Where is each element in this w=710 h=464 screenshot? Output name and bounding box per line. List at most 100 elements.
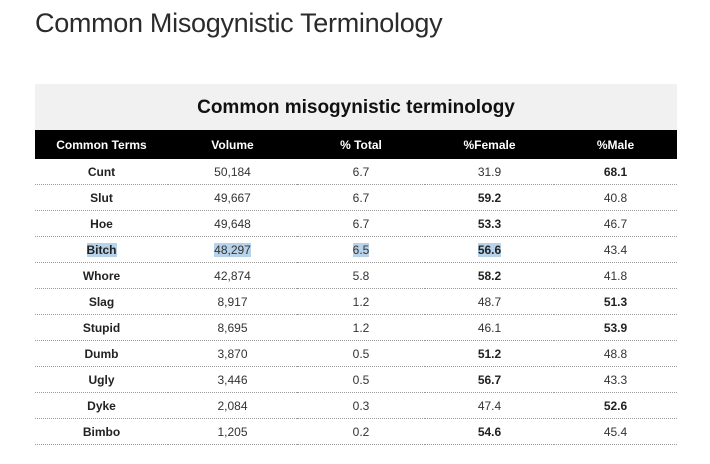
cell-percent-male-text: 48.8 [603, 346, 628, 361]
cell-percent-female: 48.7 [425, 288, 554, 315]
table-row: Ugly 3,446 0.5 56.7 43.3 [35, 366, 677, 393]
cell-volume: 1,205 [168, 418, 297, 445]
cell-term-text: Cunt [87, 164, 116, 179]
table-row: Slag 8,917 1.2 48.7 51.3 [35, 288, 677, 315]
header-percent-female: %Female [425, 130, 554, 159]
page-title: Common Misogynistic Terminology [35, 8, 443, 38]
cell-percent-total: 6.5 [297, 236, 425, 263]
header-percent-total: % Total [297, 130, 425, 159]
cell-percent-total-text: 0.2 [352, 424, 370, 439]
cell-term: Cunt [35, 159, 168, 185]
cell-volume: 48,297 [168, 236, 297, 263]
table-row: Cunt 50,184 6.7 31.9 68.1 [35, 159, 677, 185]
cell-percent-female-text: 56.7 [477, 372, 502, 387]
cell-percent-male-text: 52.6 [603, 398, 628, 413]
cell-percent-female-text: 59.2 [477, 190, 502, 205]
cell-percent-female: 53.3 [425, 210, 554, 237]
header-common-terms: Common Terms [35, 130, 168, 159]
table-body: Cunt 50,184 6.7 31.9 68.1 Slut 49,667 6.7 59.2 40… [35, 159, 677, 445]
cell-percent-female-text: 56.6 [477, 242, 502, 257]
cell-percent-total-text: 5.8 [352, 268, 370, 283]
cell-volume-text: 42,874 [214, 268, 251, 283]
cell-volume: 42,874 [168, 262, 297, 289]
cell-percent-male: 68.1 [554, 159, 677, 185]
cell-percent-male: 43.3 [554, 366, 677, 393]
cell-percent-male: 51.3 [554, 288, 677, 315]
cell-term: Slut [35, 184, 168, 211]
table-row: Stupid 8,695 1.2 46.1 53.9 [35, 314, 677, 341]
cell-percent-total: 1.2 [297, 314, 425, 341]
cell-percent-male: 46.7 [554, 210, 677, 237]
cell-percent-total-text: 0.5 [352, 346, 370, 361]
cell-percent-male: 41.8 [554, 262, 677, 289]
cell-percent-total-text: 1.2 [352, 294, 370, 309]
cell-volume-text: 49,648 [214, 216, 251, 231]
table-row: Dumb 3,870 0.5 51.2 48.8 [35, 340, 677, 367]
table-row: Hoe 49,648 6.7 53.3 46.7 [35, 210, 677, 237]
cell-percent-female: 56.6 [425, 236, 554, 263]
cell-term-text: Slut [90, 190, 113, 205]
cell-term: Dyke [35, 392, 168, 419]
cell-percent-female: 51.2 [425, 340, 554, 367]
cell-volume: 3,870 [168, 340, 297, 367]
cell-volume: 8,695 [168, 314, 297, 341]
cell-volume-text: 50,184 [214, 164, 251, 179]
cell-volume-text: 8,695 [217, 320, 248, 335]
cell-percent-total: 6.7 [297, 184, 425, 211]
cell-term-text: Bitch [86, 242, 117, 257]
cell-percent-total-text: 6.5 [352, 242, 370, 257]
cell-term: Bitch [35, 236, 168, 263]
cell-term-text: Whore [82, 268, 121, 283]
cell-percent-male-text: 40.8 [603, 190, 628, 205]
cell-percent-total: 0.3 [297, 392, 425, 419]
cell-percent-total-text: 0.5 [352, 372, 370, 387]
cell-term-text: Dumb [84, 346, 119, 361]
cell-percent-male-text: 46.7 [603, 216, 628, 231]
cell-percent-male: 52.6 [554, 392, 677, 419]
cell-percent-female: 31.9 [425, 159, 554, 185]
table-row: Bimbo 1,205 0.2 54.6 45.4 [35, 418, 677, 445]
cell-percent-male-text: 51.3 [603, 294, 628, 309]
cell-percent-female: 46.1 [425, 314, 554, 341]
terminology-table: Common Terms Volume % Total %Female %Mal… [35, 130, 677, 445]
cell-term: Stupid [35, 314, 168, 341]
cell-term: Ugly [35, 366, 168, 393]
cell-percent-total-text: 0.3 [352, 398, 370, 413]
cell-volume-text: 48,297 [214, 242, 251, 257]
cell-percent-total: 6.7 [297, 210, 425, 237]
cell-volume: 49,648 [168, 210, 297, 237]
cell-percent-male-text: 45.4 [603, 424, 628, 439]
cell-percent-male: 40.8 [554, 184, 677, 211]
cell-volume-text: 3,870 [217, 346, 248, 361]
cell-term-text: Bimbo [82, 424, 121, 439]
cell-percent-male: 48.8 [554, 340, 677, 367]
cell-term-text: Dyke [87, 398, 116, 413]
cell-volume-text: 2,084 [217, 398, 248, 413]
cell-term-text: Stupid [82, 320, 121, 335]
cell-volume: 50,184 [168, 159, 297, 185]
cell-percent-male-text: 53.9 [603, 320, 628, 335]
cell-percent-female-text: 54.6 [477, 424, 502, 439]
cell-term-text: Slag [88, 294, 115, 309]
cell-volume-text: 8,917 [217, 294, 248, 309]
header-volume: Volume [168, 130, 297, 159]
cell-volume: 49,667 [168, 184, 297, 211]
cell-percent-male-text: 68.1 [603, 164, 628, 179]
cell-percent-total-text: 1.2 [352, 320, 370, 335]
cell-percent-female-text: 53.3 [477, 216, 502, 231]
table-row: Dyke 2,084 0.3 47.4 52.6 [35, 392, 677, 419]
cell-percent-male-text: 41.8 [603, 268, 628, 283]
table-row: Bitch 48,297 6.5 56.6 43.4 [35, 236, 677, 263]
table-row: Slut 49,667 6.7 59.2 40.8 [35, 184, 677, 211]
cell-percent-female-text: 48.7 [477, 294, 502, 309]
cell-term: Hoe [35, 210, 168, 237]
cell-percent-male-text: 43.3 [603, 372, 628, 387]
cell-percent-male: 43.4 [554, 236, 677, 263]
cell-percent-total-text: 6.7 [352, 164, 370, 179]
cell-percent-total-text: 6.7 [352, 216, 370, 231]
cell-percent-female-text: 51.2 [477, 346, 502, 361]
cell-volume-text: 1,205 [217, 424, 248, 439]
cell-term: Slag [35, 288, 168, 315]
cell-percent-total: 0.2 [297, 418, 425, 445]
cell-term: Dumb [35, 340, 168, 367]
